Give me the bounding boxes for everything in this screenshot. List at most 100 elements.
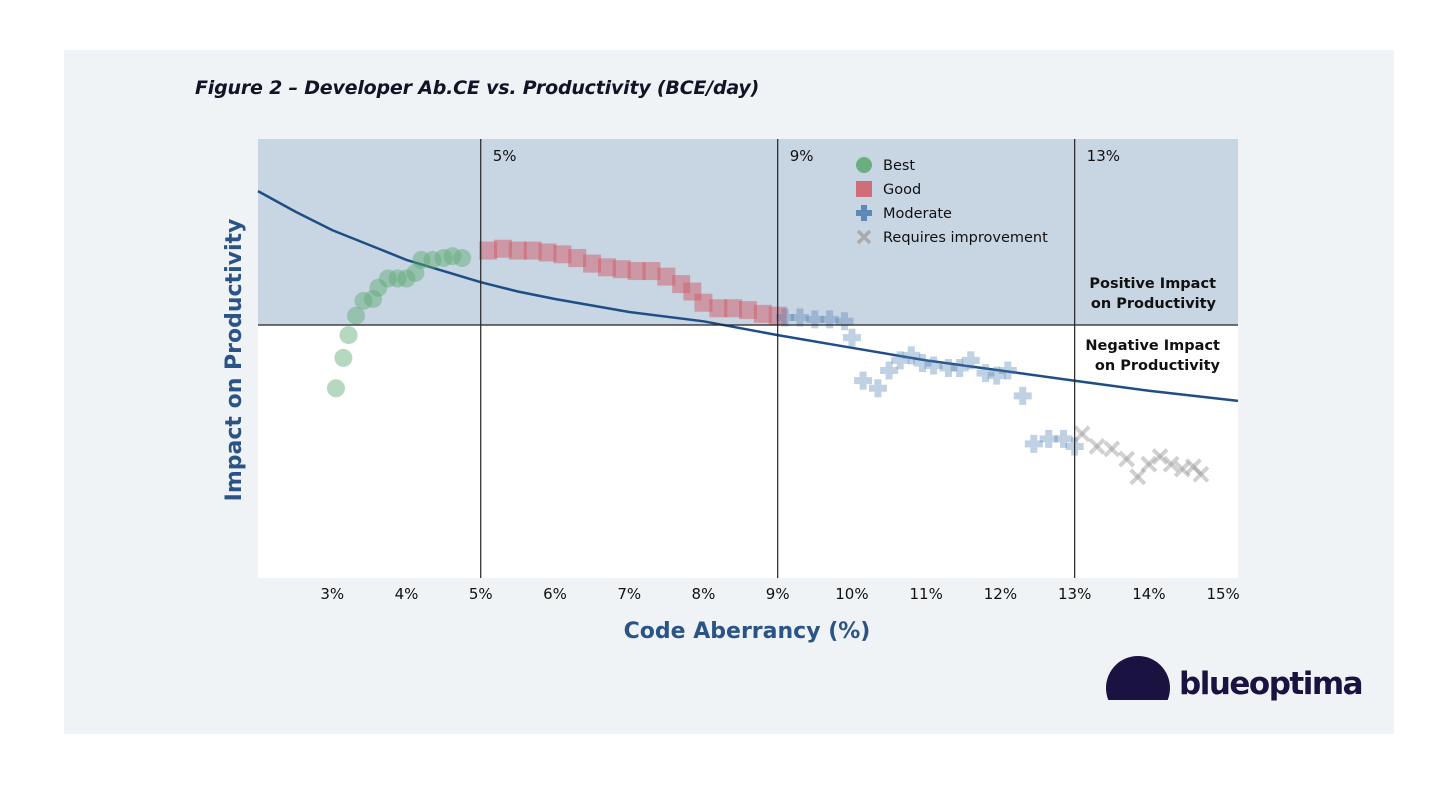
point-best	[406, 263, 425, 282]
x-tick-label: 5%	[469, 585, 493, 603]
point-best	[434, 249, 453, 268]
point-moderate	[939, 359, 958, 378]
legend-label: Best	[883, 158, 915, 174]
point-good	[538, 243, 557, 262]
point-good	[642, 262, 661, 281]
positive-region-label: Positive Impact	[1089, 276, 1216, 292]
point-moderate	[842, 328, 861, 347]
legend-item-moderate: Moderate	[856, 205, 952, 222]
point-moderate	[950, 359, 969, 378]
x-tick-label: 12%	[984, 585, 1017, 603]
trend-curve	[257, 190, 1239, 403]
point-best	[369, 278, 388, 297]
point-moderate	[902, 346, 921, 365]
point-moderate	[1039, 429, 1058, 448]
legend: Best Good Moderate Requires improvement	[856, 157, 1048, 246]
point-moderate	[1013, 386, 1032, 405]
point-good	[739, 301, 757, 320]
x-tick-label: 7%	[617, 585, 641, 603]
point-requires-improvement	[1162, 455, 1180, 473]
point-moderate	[1054, 429, 1073, 448]
point-good	[709, 299, 728, 318]
legend-swatch	[856, 157, 872, 173]
x-tick-label: 11%	[910, 585, 943, 603]
legend-swatch	[856, 229, 872, 245]
legend-item-requires-improvement: Requires improvement	[856, 229, 1048, 246]
trend-curve-layer	[257, 190, 1239, 403]
blueoptima-logo: blueoptima	[1104, 654, 1364, 714]
legend-label: Good	[883, 182, 921, 198]
point-good	[508, 241, 527, 260]
point-moderate	[1024, 434, 1043, 453]
point-good	[568, 249, 587, 268]
point-requires-improvement	[1103, 440, 1121, 458]
threshold-label: 5%	[493, 147, 517, 165]
point-good	[657, 267, 676, 286]
point-best	[453, 249, 472, 268]
chart-text: 5% 9% 13% 3% 4% 5% 6% 7% 8% 9% 10% 11% 12% 13% 14% 15% C…	[222, 147, 1240, 644]
point-best	[423, 250, 442, 269]
legend-swatch	[856, 181, 872, 197]
point-requires-improvement	[1173, 460, 1191, 478]
point-best	[364, 289, 383, 308]
point-best	[388, 269, 407, 288]
point-moderate	[776, 308, 795, 327]
point-requires-improvement	[1073, 425, 1091, 443]
point-requires-improvement	[1185, 458, 1202, 476]
negative-region-label: on Productivity	[1095, 358, 1221, 374]
point-moderate	[987, 366, 1006, 385]
point-best	[397, 269, 416, 288]
y-axis-title: Impact on Productivity	[222, 219, 247, 502]
point-moderate	[820, 310, 839, 329]
reference-lines	[258, 139, 1238, 578]
point-good	[694, 293, 713, 312]
figure-title: Figure 2 – Developer Ab.CE vs. Productiv…	[195, 77, 760, 99]
point-requires-improvement	[1088, 438, 1106, 455]
x-tick-label: 13%	[1058, 585, 1091, 603]
point-best	[354, 291, 373, 310]
point-moderate	[835, 312, 854, 331]
point-best	[339, 326, 358, 345]
point-requires-improvement	[1140, 455, 1158, 473]
point-moderate	[790, 308, 809, 327]
x-tick-label: 6%	[543, 585, 567, 603]
point-best	[347, 306, 365, 325]
point-best	[334, 348, 353, 367]
point-good	[753, 304, 772, 323]
logo-text: blueoptima	[1179, 666, 1364, 702]
threshold-label: 13%	[1087, 147, 1120, 165]
point-moderate	[854, 371, 873, 390]
legend-item-best: Best	[856, 157, 915, 174]
point-best	[412, 250, 431, 269]
x-tick-label: 15%	[1206, 585, 1239, 603]
legend-label: Moderate	[883, 206, 952, 222]
x-tick-label: 10%	[835, 585, 868, 603]
point-good	[612, 260, 631, 279]
point-moderate	[891, 351, 910, 370]
point-good	[523, 241, 542, 260]
point-moderate	[868, 379, 887, 398]
point-moderate	[913, 353, 932, 372]
point-moderate	[880, 361, 899, 380]
x-tick-label: 4%	[395, 585, 419, 603]
point-good	[583, 254, 602, 273]
negative-region-label: Negative Impact	[1085, 338, 1220, 354]
threshold-label: 9%	[790, 147, 814, 165]
x-tick-label: 8%	[692, 585, 716, 603]
point-requires-improvement	[1118, 450, 1136, 468]
point-moderate	[976, 364, 995, 383]
x-tick-label: 14%	[1132, 585, 1165, 603]
point-requires-improvement	[1129, 468, 1147, 486]
point-requires-improvement	[1151, 448, 1169, 465]
point-good	[494, 239, 512, 258]
point-moderate	[961, 351, 980, 370]
point-good	[553, 245, 572, 264]
point-best	[326, 379, 345, 398]
logo-mark-icon	[1106, 656, 1170, 700]
data-points	[326, 239, 1210, 486]
x-axis-title: Code Aberrancy (%)	[624, 619, 871, 644]
legend-label: Requires improvement	[883, 230, 1048, 246]
legend-item-good: Good	[856, 181, 921, 198]
point-best	[378, 269, 397, 288]
